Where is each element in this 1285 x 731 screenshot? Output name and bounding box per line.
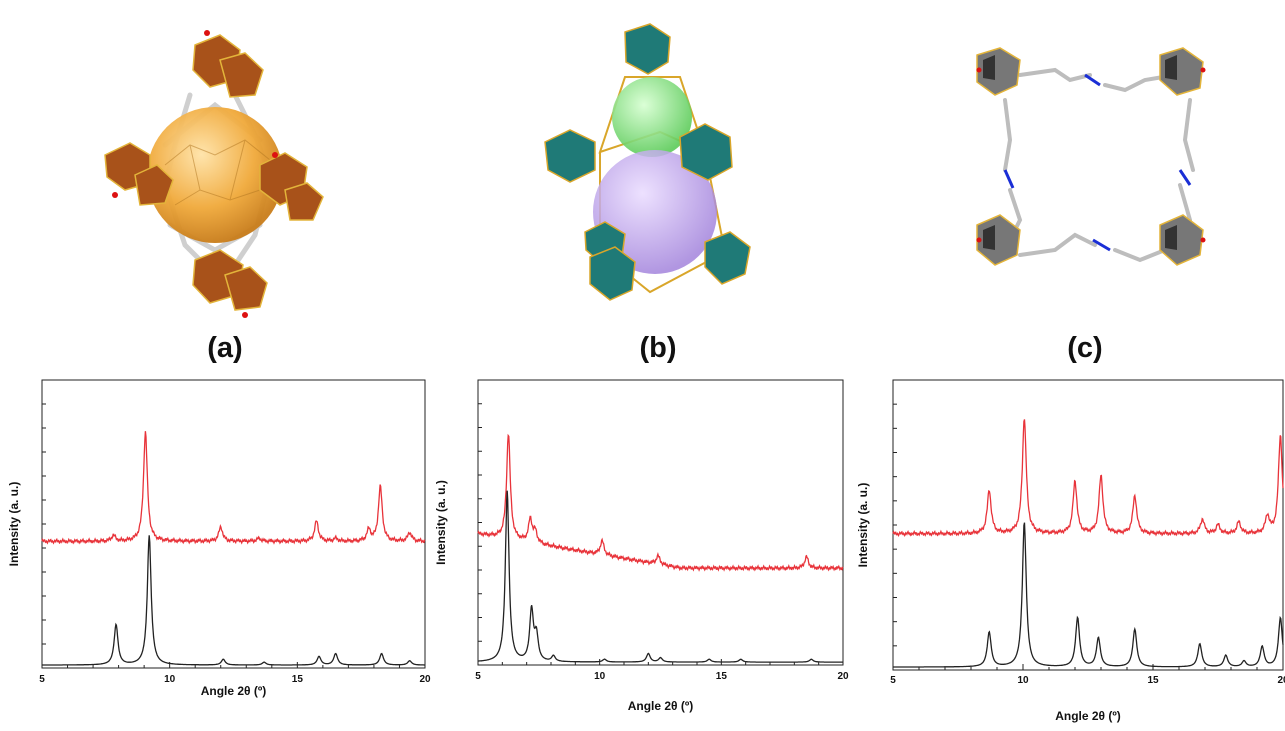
xrd-chart-c: 5 10 15 20 Angle 2θ (º) Intensity (a. u.) xyxy=(856,379,1285,723)
series-line-top xyxy=(892,419,1284,538)
x-tick-label: 10 xyxy=(1017,675,1029,686)
x-tick-label: 5 xyxy=(39,674,45,685)
x-tick-label: 5 xyxy=(890,675,896,686)
xrd-chart-a: 5 10 15 20 Angle 2θ (º) Intensity (a. u.) xyxy=(7,379,431,698)
y-axis-label: Intensity (a. u.) xyxy=(7,482,21,567)
panel-label-b: (b) xyxy=(639,332,677,364)
plot-frame xyxy=(892,379,1284,671)
x-tick-label: 5 xyxy=(475,671,481,682)
plot-frame xyxy=(477,379,844,666)
plot-frame xyxy=(41,379,426,669)
x-tick-label: 10 xyxy=(164,674,176,685)
y-axis-label: Intensity (a. u.) xyxy=(856,483,870,568)
x-tick-label: 15 xyxy=(716,671,728,682)
panel-label-a: (a) xyxy=(207,332,243,364)
x-axis-label: Angle 2θ (º) xyxy=(201,684,267,698)
series-line-top xyxy=(477,433,844,572)
series-line-bottom xyxy=(477,490,843,663)
x-tick-label: 20 xyxy=(419,674,431,685)
series-line-top xyxy=(41,431,426,545)
y-axis-label: Intensity (a. u.) xyxy=(434,480,448,565)
structure-a-image xyxy=(104,30,324,318)
panel-label-c: (c) xyxy=(1067,332,1103,364)
x-tick-label: 20 xyxy=(1277,675,1285,686)
x-tick-label: 15 xyxy=(1147,675,1159,686)
series-line-bottom xyxy=(42,535,425,666)
structure-b-image xyxy=(544,23,751,301)
x-tick-label: 20 xyxy=(837,671,849,682)
structure-c-image xyxy=(976,47,1206,266)
xrd-chart-b: 5 10 15 20 Angle 2θ (º) Intensity (a. u.) xyxy=(434,379,849,713)
x-tick-label: 10 xyxy=(594,671,606,682)
x-tick-label: 15 xyxy=(292,674,304,685)
x-axis-label: Angle 2θ (º) xyxy=(1055,709,1121,723)
x-axis-label: Angle 2θ (º) xyxy=(628,699,694,713)
series-line-bottom xyxy=(893,522,1284,668)
